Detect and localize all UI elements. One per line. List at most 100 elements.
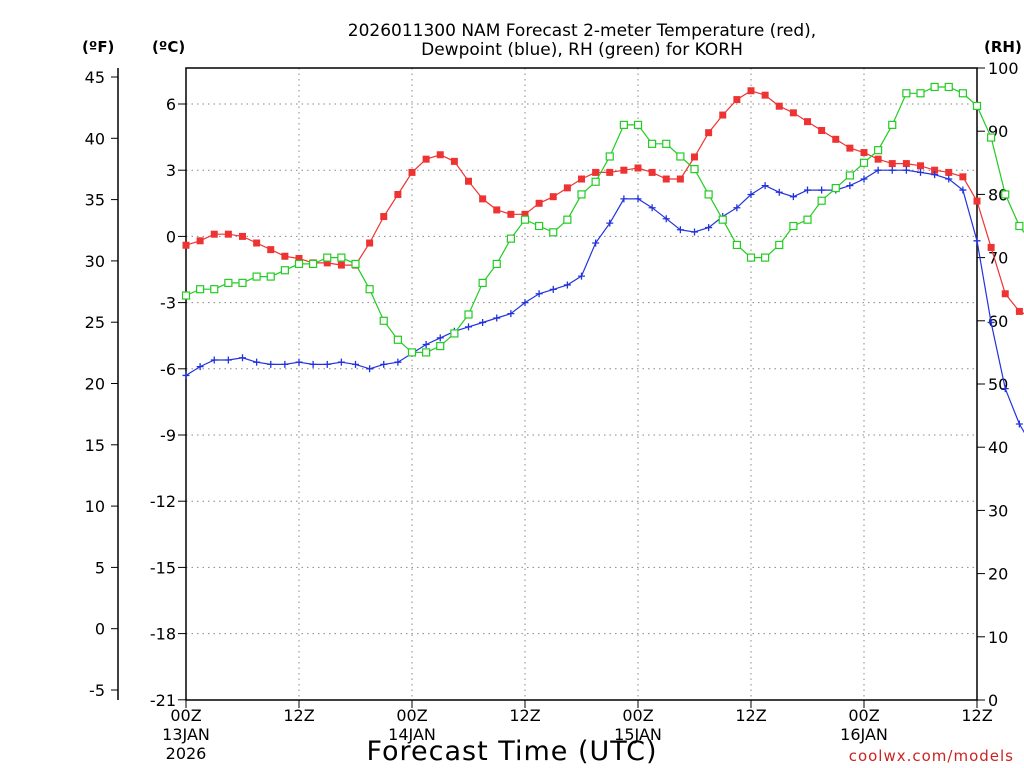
temperature-point bbox=[634, 164, 642, 172]
x-tick-label: 00Z bbox=[170, 706, 201, 725]
rh-point bbox=[266, 272, 275, 281]
dewpoint-point bbox=[196, 363, 204, 371]
dewpoint-point bbox=[902, 166, 910, 174]
dewpoint-point bbox=[436, 334, 444, 342]
temperature-point bbox=[239, 232, 246, 240]
rh-point bbox=[662, 139, 671, 148]
temperature-point bbox=[380, 213, 388, 221]
rh-point bbox=[464, 310, 473, 319]
temperature-point bbox=[648, 168, 656, 176]
dewpoint-point bbox=[874, 166, 882, 174]
dewpoint-point bbox=[323, 360, 331, 368]
dewpoint-point bbox=[253, 358, 261, 366]
rh-tick-label: 20 bbox=[988, 565, 1008, 584]
temperature-point bbox=[733, 96, 741, 104]
fahrenheit-tick-label: 35 bbox=[85, 191, 105, 210]
temperature-point bbox=[789, 109, 797, 117]
rh-point bbox=[280, 266, 289, 275]
rh-point bbox=[972, 101, 982, 111]
temperature-point bbox=[917, 162, 924, 170]
plot-area-border bbox=[185, 67, 978, 701]
temperature-point bbox=[337, 261, 345, 269]
temperature-point bbox=[931, 166, 939, 174]
temperature-point bbox=[592, 168, 600, 176]
x-tick-date-label: 14JAN bbox=[388, 725, 436, 744]
rh-point bbox=[492, 259, 501, 269]
rh-line bbox=[185, 86, 1024, 353]
temperature-point bbox=[719, 111, 727, 119]
dewpoint-point bbox=[804, 186, 811, 194]
rh-point bbox=[859, 158, 869, 167]
dewpoint-point bbox=[592, 239, 600, 247]
rh-tick-label: 0 bbox=[988, 691, 998, 710]
dewpoint-point bbox=[309, 360, 317, 368]
temperature-point bbox=[832, 135, 840, 143]
fahrenheit-tick-label: 20 bbox=[85, 375, 105, 394]
celsius-tick-label: -3 bbox=[160, 294, 176, 313]
temperature-point bbox=[507, 210, 515, 218]
rh-point bbox=[845, 171, 854, 180]
rh-point bbox=[746, 253, 756, 262]
rh-point bbox=[633, 120, 643, 129]
temperature-point bbox=[662, 175, 670, 183]
rh-point bbox=[761, 253, 770, 262]
fahrenheit-tick-label: -5 bbox=[89, 681, 105, 700]
rh-point bbox=[874, 146, 883, 155]
rh-point bbox=[775, 240, 784, 250]
rh-point bbox=[294, 259, 304, 269]
rh-point bbox=[478, 278, 487, 287]
dewpoint-point bbox=[945, 175, 953, 183]
rh-point bbox=[351, 259, 360, 269]
rh-tick-label: 70 bbox=[988, 249, 1008, 268]
rh-point bbox=[676, 152, 685, 161]
rh-point bbox=[436, 341, 445, 351]
x-tick-date-label: 13JAN bbox=[162, 725, 210, 744]
rh-point bbox=[902, 89, 911, 98]
rh-point bbox=[930, 82, 939, 92]
rh-point bbox=[309, 259, 318, 269]
dewpoint-point bbox=[648, 204, 656, 212]
rh-point bbox=[337, 253, 346, 262]
dewpoint-point bbox=[959, 186, 967, 194]
dewpoint-point bbox=[676, 226, 684, 234]
dewpoint-point bbox=[775, 188, 783, 196]
celsius-tick-label: -9 bbox=[160, 426, 176, 445]
dewpoint-point bbox=[563, 281, 571, 289]
celsius-tick-label: 0 bbox=[166, 227, 176, 246]
temperature-point bbox=[846, 144, 854, 152]
rh-point bbox=[407, 348, 417, 357]
celsius-tick-label: -21 bbox=[150, 691, 176, 710]
temperature-point bbox=[196, 237, 204, 245]
rh-point bbox=[365, 285, 374, 294]
rh-point bbox=[210, 285, 219, 294]
x-tick-label: 00Z bbox=[848, 706, 879, 725]
rh-point bbox=[987, 133, 996, 142]
dewpoint-point bbox=[931, 171, 939, 179]
rh-tick-label: 80 bbox=[988, 185, 1008, 204]
dewpoint-point bbox=[380, 360, 388, 368]
rh-point bbox=[549, 228, 558, 237]
dewpoint-point bbox=[337, 358, 345, 366]
dewpoint-point bbox=[973, 237, 981, 245]
rh-point bbox=[732, 240, 741, 250]
rh-tick-label: 100 bbox=[988, 59, 1019, 78]
dewpoint-point bbox=[578, 272, 585, 280]
x-tick-label: 00Z bbox=[396, 706, 427, 725]
temperature-point bbox=[323, 259, 331, 267]
dewpoint-point bbox=[224, 356, 232, 364]
dewpoint-point bbox=[267, 360, 275, 368]
dewpoint-point bbox=[987, 318, 995, 326]
rh-point bbox=[605, 152, 614, 161]
fahrenheit-tick-label: 10 bbox=[85, 497, 105, 516]
fahrenheit-tick-label: 30 bbox=[85, 252, 105, 271]
temperature-point bbox=[521, 210, 529, 218]
temperature-point bbox=[563, 184, 571, 192]
fahrenheit-tick-label: 25 bbox=[85, 313, 105, 332]
rh-point bbox=[803, 215, 812, 224]
temperature-point bbox=[253, 239, 261, 247]
temperature-point bbox=[761, 91, 769, 99]
temperature-point bbox=[1001, 290, 1009, 298]
